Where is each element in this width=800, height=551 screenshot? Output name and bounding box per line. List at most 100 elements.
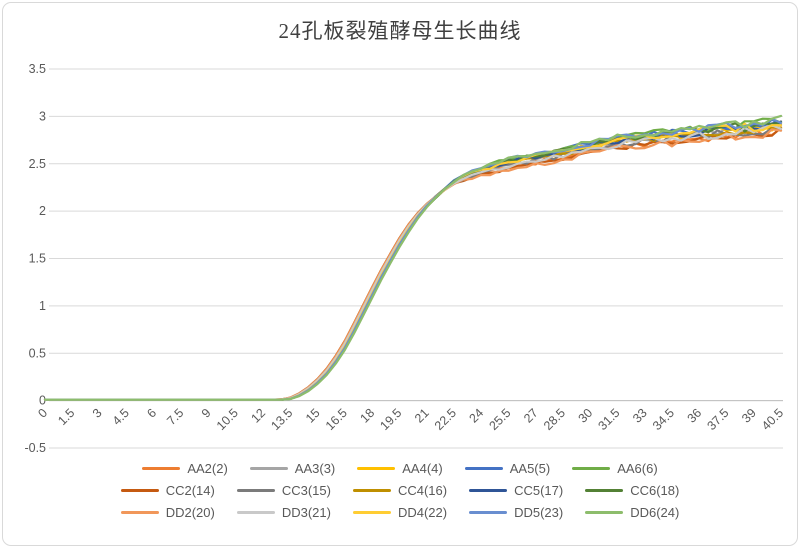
legend-swatch — [469, 511, 508, 514]
x-tick-label: 6 — [144, 406, 159, 421]
y-tick-label: 2.5 — [29, 157, 46, 171]
legend-label: CC6(18) — [630, 483, 680, 498]
legend-swatch — [236, 489, 275, 492]
x-tick-label: 7.5 — [164, 406, 186, 428]
legend-label: AA6(6) — [617, 461, 658, 476]
legend-swatch — [120, 511, 159, 514]
chart-title: 24孔板裂殖酵母生长曲线 — [278, 19, 522, 43]
y-tick-label: 0.5 — [29, 346, 46, 360]
legend-item-CC6(18)[interactable]: CC6(18) — [585, 484, 679, 497]
legend-item-DD5(23)[interactable]: DD5(23) — [469, 506, 563, 519]
y-tick-label: 2 — [39, 204, 46, 218]
legend-swatch — [249, 467, 288, 470]
series-line-AA3(3)[interactable] — [43, 120, 783, 401]
series-line-DD4(22)[interactable] — [43, 122, 783, 401]
x-tick-label: 0 — [35, 406, 50, 421]
legend-label: DD2(20) — [165, 505, 215, 520]
legend-item-CC3(15)[interactable]: CC3(15) — [236, 483, 331, 498]
series-line-DD5(23)[interactable] — [43, 117, 783, 401]
legend-label: CC5(17) — [514, 483, 564, 498]
legend-item-DD2(20)[interactable]: DD2(20) — [120, 505, 215, 520]
legend-label: DD3(21) — [281, 505, 331, 520]
series-line-CC3(15)[interactable] — [43, 127, 783, 401]
legend-swatch — [572, 467, 611, 470]
legend-row: DD2(20) DD3(21) DD4(22) DD5(23) DD6(24) — [110, 506, 691, 519]
x-tick-label: 1.5 — [55, 406, 77, 428]
legend-swatch — [352, 511, 391, 514]
x-tick-label: 12 — [248, 406, 268, 426]
x-tick-label: 27 — [521, 406, 541, 426]
legend: AA2(2) AA3(3) AA4(4) AA5(5) AA6(6) CC2(14) CC3… — [3, 462, 797, 519]
legend-swatch — [469, 489, 508, 492]
legend-item-DD6(24)[interactable]: DD6(24) — [585, 506, 679, 519]
series-line-CC2(14)[interactable] — [43, 126, 783, 401]
x-tick-label: 30 — [576, 406, 596, 426]
x-tick-label: 10.5 — [214, 406, 241, 433]
series-line-DD3(21)[interactable] — [43, 124, 783, 401]
series-line-DD6(24)[interactable] — [43, 114, 783, 401]
y-tick-label: 1.5 — [29, 252, 46, 266]
x-tick-label: 31.5 — [595, 406, 622, 433]
legend-item-AA6(6)[interactable]: AA6(6) — [572, 461, 658, 476]
legend-swatch — [585, 511, 624, 514]
x-tick-label: 21 — [412, 406, 432, 426]
legend-swatch — [585, 489, 624, 492]
legend-row: AA2(2) AA3(3) AA4(4) AA5(5) AA6(6) — [131, 462, 668, 475]
legend-item-CC5(17)[interactable]: CC5(17) — [469, 484, 563, 497]
y-tick-label: -0.5 — [24, 441, 46, 455]
series-line-AA4(4)[interactable] — [43, 122, 783, 401]
plot-area[interactable]: 3.532.521.510.50-0.50 1.5 3 4.5 6 7.5 9 10.5 12 1… — [3, 3, 800, 551]
x-tick-label: 34.5 — [650, 406, 677, 433]
series-line-AA2(2)[interactable] — [43, 127, 783, 401]
series-line-CC4(16)[interactable] — [43, 126, 783, 401]
x-tick-label: 33 — [630, 406, 650, 426]
series-line-DD2(20)[interactable] — [43, 128, 783, 401]
y-tick-label: 0 — [39, 394, 46, 408]
x-tick-label: 3 — [90, 406, 105, 421]
series-line-AA6(6)[interactable] — [43, 117, 783, 401]
legend-label: DD5(23) — [514, 505, 564, 520]
legend-item-CC4(16)[interactable]: CC4(16) — [352, 483, 448, 498]
legend-swatch — [120, 489, 159, 492]
y-tick-label: 3 — [39, 109, 46, 123]
y-tick-label: 3.5 — [29, 62, 46, 76]
x-tick-label: 19.5 — [377, 406, 404, 433]
legend-swatch — [142, 467, 181, 470]
x-tick-label: 37.5 — [704, 406, 731, 433]
legend-label: AA2(2) — [187, 461, 228, 476]
x-tick-label: 24 — [467, 406, 487, 426]
y-tick-label: 1 — [39, 299, 46, 313]
x-tick-label: 28.5 — [541, 406, 568, 433]
x-tick-label: 22.5 — [432, 406, 459, 433]
legend-label: CC4(16) — [397, 483, 448, 498]
legend-label: CC3(15) — [281, 483, 331, 498]
legend-item-AA4(4)[interactable]: AA4(4) — [357, 462, 443, 475]
legend-swatch — [357, 467, 396, 470]
series-line-AA5(5)[interactable] — [43, 118, 783, 401]
legend-item-DD3(21)[interactable]: DD3(21) — [236, 505, 331, 520]
x-tick-label: 40.5 — [759, 406, 786, 433]
legend-swatch — [236, 511, 275, 514]
legend-item-DD4(22)[interactable]: DD4(22) — [352, 505, 448, 520]
legend-item-CC2(14)[interactable]: CC2(14) — [120, 483, 215, 498]
legend-label: DD4(22) — [397, 505, 448, 520]
x-tick-label: 13.5 — [268, 406, 295, 433]
x-tick-label: 39 — [739, 406, 759, 426]
legend-swatch — [352, 489, 391, 492]
legend-item-AA3(3)[interactable]: AA3(3) — [249, 461, 336, 476]
legend-row: CC2(14) CC3(15) CC4(16) CC5(17) CC6(18) — [110, 484, 691, 497]
legend-item-AA5(5)[interactable]: AA5(5) — [464, 461, 551, 476]
legend-label: DD6(24) — [630, 505, 680, 520]
x-tick-label: 18 — [357, 406, 377, 426]
legend-label: AA3(3) — [294, 461, 336, 476]
x-tick-label: 4.5 — [110, 406, 132, 428]
legend-label: CC2(14) — [165, 483, 215, 498]
x-tick-label: 16.5 — [323, 406, 350, 433]
x-tick-label: 25.5 — [486, 406, 513, 433]
legend-swatch — [464, 467, 503, 470]
x-tick-label: 36 — [685, 406, 705, 426]
legend-item-AA2(2)[interactable]: AA2(2) — [142, 461, 228, 476]
legend-label: AA5(5) — [509, 461, 551, 476]
x-tick-label: 15 — [303, 406, 323, 426]
